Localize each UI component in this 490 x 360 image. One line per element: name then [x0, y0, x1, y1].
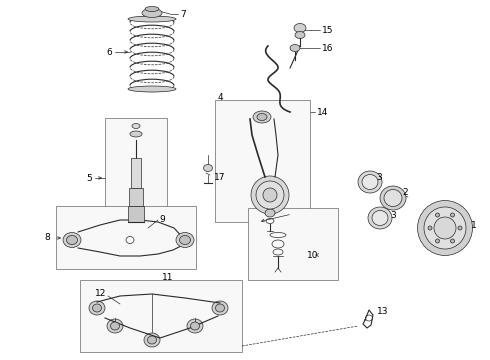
Text: 8: 8: [44, 233, 50, 242]
Text: 12: 12: [95, 289, 106, 298]
Ellipse shape: [256, 181, 284, 209]
Ellipse shape: [216, 304, 224, 312]
Text: 3: 3: [390, 211, 396, 220]
Ellipse shape: [295, 32, 305, 39]
Bar: [80, 280, 242, 352]
Ellipse shape: [63, 233, 81, 248]
Text: 11: 11: [162, 273, 173, 282]
Ellipse shape: [417, 201, 472, 256]
Ellipse shape: [362, 175, 378, 189]
Text: 2: 2: [402, 188, 408, 197]
Text: 13: 13: [377, 307, 389, 316]
Ellipse shape: [290, 45, 300, 51]
Bar: [56, 206, 196, 269]
Bar: [128, 206, 144, 222]
Ellipse shape: [436, 213, 440, 217]
Text: 10: 10: [307, 251, 318, 260]
Ellipse shape: [434, 217, 456, 239]
Ellipse shape: [450, 239, 455, 243]
Ellipse shape: [450, 213, 455, 217]
Ellipse shape: [67, 235, 77, 244]
Ellipse shape: [145, 6, 159, 12]
Text: 4: 4: [218, 93, 223, 102]
Text: 1: 1: [471, 220, 477, 230]
Ellipse shape: [294, 23, 306, 32]
Ellipse shape: [436, 239, 440, 243]
Bar: [105, 118, 167, 228]
Ellipse shape: [179, 235, 191, 244]
Text: 9: 9: [159, 215, 165, 224]
Ellipse shape: [107, 319, 123, 333]
Ellipse shape: [368, 207, 392, 229]
Text: 5: 5: [86, 174, 92, 183]
Text: 16: 16: [322, 44, 334, 53]
Text: 17: 17: [214, 172, 225, 181]
Ellipse shape: [380, 186, 406, 210]
Text: 3: 3: [376, 172, 382, 181]
Ellipse shape: [257, 113, 267, 121]
Text: 15: 15: [322, 26, 334, 35]
Bar: [215, 100, 310, 222]
Ellipse shape: [128, 16, 176, 22]
Ellipse shape: [142, 9, 162, 18]
Ellipse shape: [424, 207, 466, 249]
Ellipse shape: [428, 226, 432, 230]
Ellipse shape: [251, 176, 289, 214]
Bar: [129, 188, 143, 206]
Ellipse shape: [132, 123, 140, 129]
Ellipse shape: [130, 131, 142, 137]
Ellipse shape: [372, 211, 388, 225]
Ellipse shape: [111, 322, 120, 330]
Text: 14: 14: [317, 108, 328, 117]
Ellipse shape: [253, 111, 271, 123]
Ellipse shape: [458, 226, 462, 230]
Ellipse shape: [191, 322, 199, 330]
Ellipse shape: [203, 165, 213, 171]
Ellipse shape: [147, 336, 156, 344]
Ellipse shape: [384, 189, 402, 207]
Bar: [248, 208, 338, 280]
Ellipse shape: [93, 304, 101, 312]
Ellipse shape: [265, 209, 275, 217]
Ellipse shape: [144, 333, 160, 347]
Ellipse shape: [187, 319, 203, 333]
Ellipse shape: [358, 171, 382, 193]
Text: 7: 7: [180, 9, 186, 18]
Text: 6: 6: [106, 48, 112, 57]
Ellipse shape: [89, 301, 105, 315]
Ellipse shape: [128, 86, 176, 92]
Bar: [131, 158, 141, 188]
Ellipse shape: [176, 233, 194, 248]
Ellipse shape: [212, 301, 228, 315]
Ellipse shape: [263, 188, 277, 202]
